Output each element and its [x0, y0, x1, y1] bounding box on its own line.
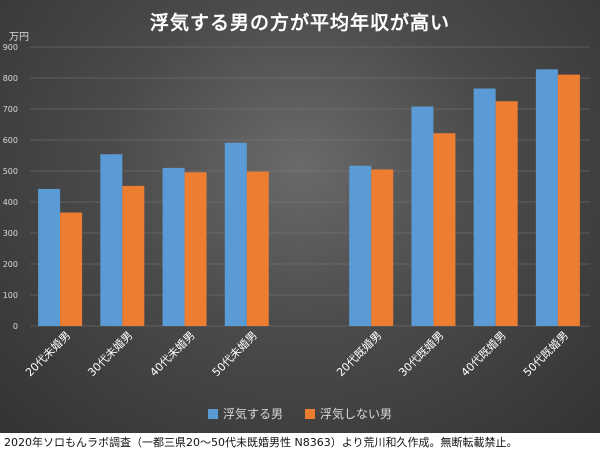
chart-area: 浮気する男の方が平均年収が高い 万円 0 100 200 300 400 500 600 70… [0, 0, 600, 433]
x-category-label: 50代既婚男 [520, 328, 571, 379]
y-axis-unit: 万円 [9, 32, 29, 43]
y-tick-label: 400 [3, 198, 18, 207]
bar-faithful [371, 169, 394, 326]
bar-faithful [557, 74, 580, 326]
y-tick-label: 900 [3, 43, 18, 52]
bar-cheating [38, 188, 61, 326]
legend-label: 浮気する男 [222, 407, 283, 421]
bar-cheating [473, 88, 496, 326]
bar-faithful [433, 133, 456, 326]
bar-cheating [535, 69, 558, 326]
y-tick-label: 600 [3, 136, 18, 145]
legend-label: 浮気しない男 [320, 407, 393, 421]
bar-cheating [349, 165, 372, 326]
x-category-label: 30代既婚男 [396, 328, 447, 379]
chart-title: 浮気する男の方が平均年収が高い [149, 12, 450, 34]
bar-faithful [60, 212, 83, 326]
legend-item: 浮気しない男 [305, 405, 392, 422]
x-category-label: 20代既婚男 [333, 328, 384, 379]
bar-cheating [100, 154, 123, 326]
bar-cheating [411, 106, 434, 327]
legend-swatch [207, 408, 218, 419]
bar-faithful [246, 171, 269, 326]
y-tick-label: 0 [13, 322, 18, 331]
legend-item: 浮気する男 [207, 405, 283, 422]
y-tick-label: 300 [3, 229, 18, 238]
bar-chart-svg: 0 100 200 300 400 500 600 700 800 900 20代未婚男 30代未婚男… [2, 43, 590, 379]
y-tick-label: 700 [3, 105, 18, 114]
bar-cheating [224, 142, 247, 326]
legend-swatch [305, 408, 315, 419]
source-footnote: 2020年ソロもんラボ調査（一都三県20〜50代未既婚男性 N8363）より荒川… [4, 436, 518, 449]
bar-cheating [162, 167, 185, 326]
legend: 浮気する男 浮気しない男 [0, 405, 600, 422]
x-category-label: 40代未婚男 [147, 328, 198, 379]
x-category-label: 50代未婚男 [209, 328, 260, 379]
y-tick-label: 500 [3, 167, 18, 176]
y-tick-label: 100 [3, 291, 18, 300]
x-category-label: 40代既婚男 [458, 328, 509, 379]
x-category-label: 20代未婚男 [22, 328, 73, 379]
bar-faithful [184, 172, 207, 326]
y-tick-label: 800 [3, 74, 18, 83]
x-category-label: 30代未婚男 [85, 328, 136, 379]
y-tick-label: 200 [3, 260, 18, 269]
bar-faithful [495, 101, 518, 326]
bar-faithful [122, 185, 145, 326]
